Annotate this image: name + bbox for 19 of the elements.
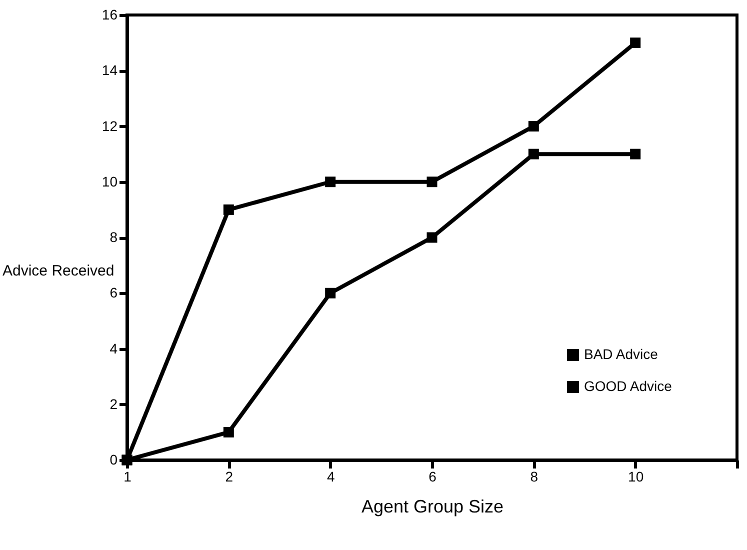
x-axis-title: Agent Group Size xyxy=(361,496,504,516)
x-tick-label: 10 xyxy=(628,468,644,484)
y-tick-label: 4 xyxy=(110,340,118,356)
y-axis-title: Advice Received xyxy=(2,262,114,280)
y-tick-label: 10 xyxy=(102,173,118,190)
x-tick-label: 1 xyxy=(124,468,132,484)
y-tick-label: 16 xyxy=(102,6,118,22)
x-tick-label: 2 xyxy=(225,468,234,484)
y-tick-label: 0 xyxy=(110,452,118,468)
x-tick-label: 4 xyxy=(326,468,335,484)
legend-label: BAD Advice xyxy=(584,346,658,362)
y-tick-label: 8 xyxy=(110,229,118,245)
y-tick-label: 6 xyxy=(110,284,118,301)
legend-label: GOOD Advice xyxy=(584,378,672,394)
y-tick-label: 2 xyxy=(110,396,118,412)
x-tick-label: 6 xyxy=(428,468,437,484)
x-tick-label: 8 xyxy=(530,468,538,484)
y-tick-label: 12 xyxy=(102,118,118,134)
y-tick-label: 14 xyxy=(102,62,118,78)
